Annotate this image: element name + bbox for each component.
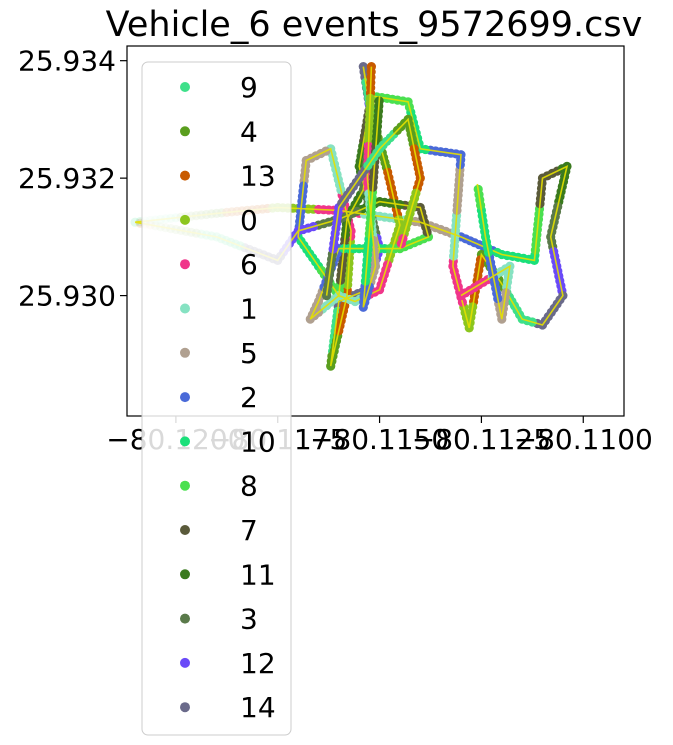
legend-label: 10 bbox=[240, 425, 276, 458]
plot-area bbox=[130, 62, 572, 371]
axes-frame bbox=[126, 45, 625, 417]
legend-marker bbox=[180, 569, 190, 580]
legend-label: 1 bbox=[240, 293, 258, 326]
track-line bbox=[325, 117, 422, 296]
legend: 9 4 13 0 6 1 5 2 10 8 7 11 3 12 14 bbox=[141, 61, 292, 736]
legend-marker bbox=[180, 480, 190, 491]
legend-marker bbox=[180, 126, 190, 137]
legend-label: 6 bbox=[240, 248, 258, 281]
legend-marker bbox=[180, 613, 190, 624]
legend-label: 7 bbox=[240, 514, 258, 547]
y-tick-label: 25.932 bbox=[18, 162, 116, 195]
legend-marker bbox=[180, 214, 190, 225]
legend-label: 4 bbox=[240, 115, 258, 148]
legend-marker bbox=[180, 525, 190, 535]
y-tick-label: 25.934 bbox=[18, 45, 116, 78]
legend-marker bbox=[180, 347, 190, 358]
legend-label: 0 bbox=[240, 204, 258, 237]
x-tick-label: −80.1150 bbox=[310, 423, 449, 456]
legend-label: 13 bbox=[240, 160, 276, 193]
legend-marker bbox=[180, 392, 190, 403]
legend-label: 3 bbox=[240, 603, 258, 636]
x-tick-label: −80.1125 bbox=[412, 423, 551, 456]
legend-label: 8 bbox=[240, 470, 258, 503]
legend-label: 12 bbox=[240, 647, 276, 680]
chart-title: Vehicle_6 events_9572699.csv bbox=[106, 5, 643, 45]
legend-marker bbox=[180, 702, 190, 713]
y-axis: 25.930 25.932 25.934 bbox=[18, 45, 127, 313]
legend-label: 11 bbox=[240, 558, 276, 591]
legend-label: 5 bbox=[240, 337, 258, 370]
y-tick-label: 25.930 bbox=[18, 280, 116, 313]
track-line bbox=[460, 183, 511, 320]
legend-label: 14 bbox=[240, 691, 276, 724]
legend-label: 2 bbox=[240, 381, 258, 414]
legend-marker bbox=[180, 303, 190, 314]
legend-marker bbox=[180, 436, 190, 447]
legend-marker bbox=[180, 170, 190, 181]
legend-label: 9 bbox=[240, 71, 258, 104]
legend-marker bbox=[180, 259, 190, 270]
legend-box bbox=[141, 61, 292, 736]
legend-marker bbox=[180, 82, 190, 92]
legend-marker bbox=[180, 657, 190, 668]
x-tick-label: −80.1100 bbox=[514, 423, 653, 456]
